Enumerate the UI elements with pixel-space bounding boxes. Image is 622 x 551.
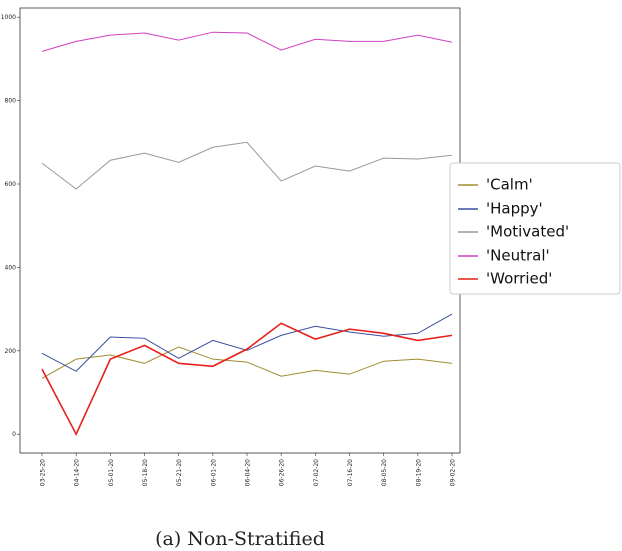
x-tick-label: 05-01-20 bbox=[108, 459, 115, 486]
x-tick-label: 05-21-20 bbox=[176, 459, 183, 486]
plot-frame bbox=[19, 7, 461, 454]
series-line bbox=[41, 31, 453, 52]
x-tick-label: 07-16-20 bbox=[347, 459, 354, 486]
y-tick-label: 0 bbox=[12, 431, 16, 438]
x-tick-label: 09-02-20 bbox=[450, 459, 457, 486]
x-tick-label: 07-02-20 bbox=[313, 459, 320, 486]
legend-label: 'Calm' bbox=[486, 176, 533, 194]
x-tick-label: 03-25-20 bbox=[40, 459, 47, 486]
x-tick-label: 08-05-20 bbox=[381, 459, 388, 486]
caption: (a) Non-Stratified bbox=[155, 528, 325, 550]
x-tick-label: 04-14-20 bbox=[74, 459, 81, 486]
x-tick-label: 05-18-20 bbox=[142, 459, 149, 486]
series-line bbox=[41, 346, 453, 379]
y-tick-label: 1000 bbox=[1, 14, 16, 21]
y-tick-label: 600 bbox=[5, 181, 17, 188]
x-tick-label: 06-01-20 bbox=[210, 459, 217, 486]
series-line bbox=[41, 322, 453, 437]
y-tick-label: 200 bbox=[5, 348, 17, 355]
y-tick-label: 800 bbox=[5, 98, 17, 105]
series-line bbox=[41, 141, 453, 190]
y-tick-label: 400 bbox=[5, 264, 17, 271]
x-tick-label: 08-19-20 bbox=[415, 459, 422, 486]
legend-label: 'Worried' bbox=[486, 270, 552, 288]
legend-box bbox=[449, 162, 621, 295]
x-tick-label: 06-26-20 bbox=[279, 459, 286, 486]
x-tick-label: 06-04-20 bbox=[245, 459, 252, 486]
legend-label: 'Neutral' bbox=[486, 247, 550, 265]
series-line bbox=[41, 313, 453, 372]
legend-label: 'Happy' bbox=[486, 200, 543, 218]
legend-label: 'Motivated' bbox=[486, 223, 569, 241]
